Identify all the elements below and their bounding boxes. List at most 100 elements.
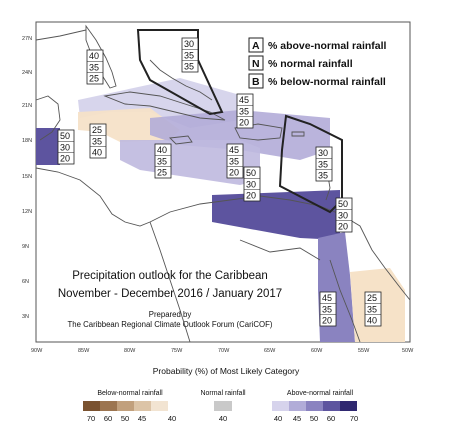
yucatan-outline [35, 95, 61, 141]
legend-swatch [289, 401, 306, 411]
legend-above-tick: 40 [274, 414, 282, 423]
lat-label: 12N [22, 209, 32, 215]
forecast-box-bahamas-west-cuba: 40 35 25 [86, 49, 104, 85]
legend-above-tick: 60 [327, 414, 335, 423]
lon-label: 75W [171, 348, 183, 354]
legend-normal-tick: 40 [219, 414, 227, 423]
legend-below-tick: 45 [138, 414, 146, 423]
forecast-value-below: 40 [367, 316, 377, 326]
legend-above-tick: 70 [350, 414, 358, 423]
forecast-value-normal: 30 [246, 180, 256, 190]
forecast-value-normal: 35 [157, 157, 167, 167]
legend-swatch [100, 401, 117, 411]
cuba-outline [103, 91, 226, 121]
hispaniola-outline [234, 123, 283, 141]
lat-label: 3N [22, 314, 29, 320]
legend-above-tick: 45 [293, 414, 301, 423]
key-text-a: % above-normal rainfall [268, 40, 387, 52]
legend-title: Probability (%) of Most Likely Category [153, 366, 300, 376]
probability-legend: Probability (%) of Most Likely Category … [83, 366, 358, 423]
legend-swatch [340, 401, 357, 411]
forecast-value-below: 35 [184, 62, 194, 72]
legend-normal-label: Normal rainfall [200, 390, 246, 397]
forecast-value-above: 25 [92, 125, 102, 135]
legend-swatch [134, 401, 151, 411]
lat-label: 9N [22, 244, 29, 250]
lat-label: 27N [22, 36, 32, 42]
forecast-value-above: 25 [367, 293, 377, 303]
legend-below-tick: 60 [104, 414, 112, 423]
forecast-box-caribbean-central: 50 30 20 [243, 166, 261, 202]
lon-label: 60W [311, 348, 323, 354]
bahamas-outline [149, 59, 213, 101]
legend-above-swatches [272, 401, 357, 411]
lon-label: 85W [78, 348, 90, 354]
forecast-box-southern-caribbean: 50 30 20 [335, 197, 353, 233]
forecast-value-below: 20 [60, 154, 70, 164]
map-title-line-1: Precipitation outlook for the Caribbean [72, 270, 268, 282]
forecast-value-above: 50 [246, 168, 256, 178]
key-text-b: % below-normal rainfall [268, 76, 386, 88]
florida-outline [85, 24, 117, 89]
forecast-value-above: 40 [157, 145, 167, 155]
forecast-value-normal: 35 [89, 63, 99, 73]
forecast-value-normal: 35 [239, 107, 249, 117]
legend-swatch [323, 401, 340, 411]
lon-label: 90W [31, 348, 43, 354]
region-above-strong-south [212, 190, 340, 240]
jamaica-outline [169, 135, 193, 145]
lat-label: 18N [22, 138, 32, 144]
forecast-value-above: 45 [322, 293, 332, 303]
prepared-by-line-2: The Caribbean Regional Climate Outlook F… [68, 320, 273, 329]
region-above-strong-west [36, 128, 60, 165]
central-america-outline [35, 167, 151, 227]
forecast-value-normal: 35 [184, 51, 194, 61]
lat-label: 24N [22, 70, 32, 76]
key-letter-b: B [252, 76, 260, 88]
lon-label: 50W [402, 348, 414, 354]
forecast-box-suriname-french-guiana: 25 35 40 [364, 291, 382, 327]
lon-label: 65W [264, 348, 276, 354]
lat-label: 6N [22, 279, 29, 285]
forecast-value-normal: 35 [318, 160, 328, 170]
legend-above-tick: 50 [310, 414, 318, 423]
forecast-value-above: 30 [184, 39, 194, 49]
forecast-box-hispaniola-north: 45 35 20 [236, 93, 254, 129]
legend-swatch [306, 401, 323, 411]
legend-below-tick: 50 [121, 414, 129, 423]
forecast-value-normal: 30 [60, 143, 70, 153]
orinoco-outline [239, 239, 321, 261]
forecast-value-above: 50 [60, 131, 70, 141]
map-title-block: Precipitation outlook for the Caribbean … [58, 270, 282, 329]
forecast-value-above: 45 [239, 95, 249, 105]
legend-swatch [272, 401, 289, 411]
forecast-value-below: 20 [322, 316, 332, 326]
boundary-bahamas [136, 29, 224, 116]
legend-above-label: Above-normal rainfall [287, 390, 354, 397]
legend-swatch [151, 401, 168, 411]
legend-below-tick: 40 [168, 414, 176, 423]
forecast-value-normal: 35 [92, 137, 102, 147]
lat-labels: 27N 24N 21N 18N 15N 12N 9N 6N 3N [22, 36, 32, 320]
prepared-by-line-1: Prepared by [149, 310, 192, 319]
forecast-value-above: 30 [318, 148, 328, 158]
forecast-value-below: 20 [338, 222, 348, 232]
forecast-value-below: 20 [229, 168, 239, 178]
legend-below-swatches [83, 401, 168, 411]
puerto-rico-outline [291, 131, 305, 137]
forecast-box-hispaniola-south: 45 35 20 [226, 143, 244, 179]
legend-below-tick: 70 [87, 414, 95, 423]
forecast-value-below: 20 [246, 191, 256, 201]
colombia-outline [149, 221, 191, 343]
legend-swatch [83, 401, 100, 411]
forecast-box-central-america-west: 50 30 20 [57, 129, 75, 165]
forecast-value-below: 35 [318, 171, 328, 181]
lat-label: 21N [22, 103, 32, 109]
forecast-value-above: 45 [229, 145, 239, 155]
forecast-value-above: 50 [338, 199, 348, 209]
forecast-value-normal: 35 [229, 157, 239, 167]
lon-label: 80W [124, 348, 136, 354]
key-letter-box-b [248, 73, 264, 89]
forecast-value-below: 40 [92, 148, 102, 158]
